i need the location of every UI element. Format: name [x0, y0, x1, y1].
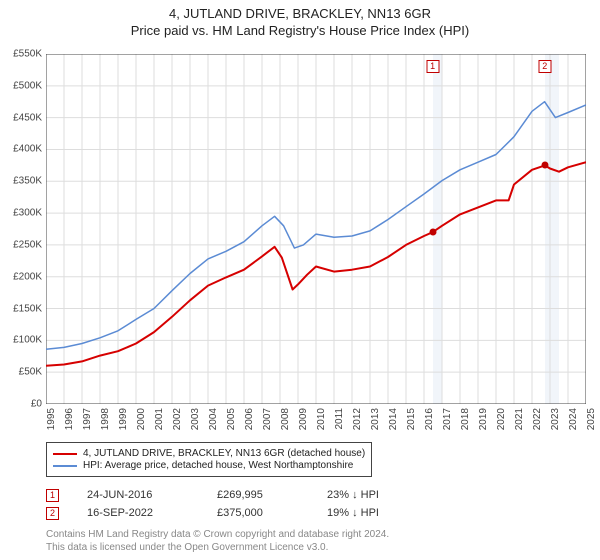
x-tick-label: 1997 — [82, 408, 93, 430]
transaction-marker: 2 — [46, 507, 59, 520]
x-tick-label: 2016 — [424, 408, 435, 430]
x-tick-label: 1998 — [100, 408, 111, 430]
transaction-row: 2 16-SEP-2022£375,00019% ↓ HPI — [46, 504, 447, 522]
marker-label: 2 — [538, 60, 551, 73]
x-tick-label: 2002 — [172, 408, 183, 430]
x-tick-label: 2023 — [550, 408, 561, 430]
legend-swatch — [53, 453, 77, 455]
x-tick-label: 2007 — [262, 408, 273, 430]
x-tick-label: 2004 — [208, 408, 219, 430]
x-tick-label: 2021 — [514, 408, 525, 430]
x-tick-label: 2003 — [190, 408, 201, 430]
x-tick-label: 2000 — [136, 408, 147, 430]
x-tick-label: 2006 — [244, 408, 255, 430]
x-tick-label: 2013 — [370, 408, 381, 430]
title-subtitle: Price paid vs. HM Land Registry's House … — [0, 23, 600, 38]
y-tick-label: £200K — [13, 271, 42, 282]
transaction-diff: 19% ↓ HPI — [327, 507, 447, 519]
transaction-price: £269,995 — [217, 489, 327, 501]
transaction-date: 16-SEP-2022 — [87, 507, 217, 519]
x-tick-label: 2010 — [316, 408, 327, 430]
x-tick-label: 2009 — [298, 408, 309, 430]
license-text: Contains HM Land Registry data © Crown c… — [46, 528, 389, 554]
transaction-date: 24-JUN-2016 — [87, 489, 217, 501]
y-tick-label: £150K — [13, 303, 42, 314]
plot-area: £0£50K£100K£150K£200K£250K£300K£350K£400… — [46, 54, 586, 404]
x-tick-label: 2020 — [496, 408, 507, 430]
marker-label: 1 — [426, 60, 439, 73]
title-address: 4, JUTLAND DRIVE, BRACKLEY, NN13 6GR — [0, 6, 600, 21]
marker-dot — [541, 162, 548, 169]
y-tick-label: £100K — [13, 335, 42, 346]
x-tick-label: 2008 — [280, 408, 291, 430]
transaction-price: £375,000 — [217, 507, 327, 519]
transaction-row: 1 24-JUN-2016£269,99523% ↓ HPI — [46, 486, 447, 504]
x-tick-label: 2012 — [352, 408, 363, 430]
transaction-table: 1 24-JUN-2016£269,99523% ↓ HPI 2 16-SEP-202… — [46, 486, 447, 522]
x-tick-label: 2014 — [388, 408, 399, 430]
x-tick-label: 1996 — [64, 408, 75, 430]
y-tick-label: £350K — [13, 176, 42, 187]
transaction-marker: 1 — [46, 489, 59, 502]
x-tick-label: 2019 — [478, 408, 489, 430]
legend-label: 4, JUTLAND DRIVE, BRACKLEY, NN13 6GR (de… — [83, 448, 365, 459]
x-tick-label: 2015 — [406, 408, 417, 430]
y-tick-label: £300K — [13, 208, 42, 219]
y-tick-label: £50K — [19, 367, 42, 378]
y-tick-label: £550K — [13, 49, 42, 60]
y-tick-label: £250K — [13, 239, 42, 250]
x-tick-label: 1995 — [46, 408, 57, 430]
marker-dot — [429, 229, 436, 236]
y-tick-label: £450K — [13, 112, 42, 123]
x-tick-label: 2001 — [154, 408, 165, 430]
x-tick-label: 1999 — [118, 408, 129, 430]
license-line1: Contains HM Land Registry data © Crown c… — [46, 528, 389, 541]
license-line2: This data is licensed under the Open Gov… — [46, 541, 389, 554]
y-tick-label: £400K — [13, 144, 42, 155]
chart-title: 4, JUTLAND DRIVE, BRACKLEY, NN13 6GR Pri… — [0, 0, 600, 38]
x-tick-label: 2022 — [532, 408, 543, 430]
legend-label: HPI: Average price, detached house, West… — [83, 460, 353, 471]
legend-row: 4, JUTLAND DRIVE, BRACKLEY, NN13 6GR (de… — [53, 448, 365, 459]
transaction-diff: 23% ↓ HPI — [327, 489, 447, 501]
chart-svg — [46, 54, 586, 404]
y-tick-label: £0 — [31, 399, 42, 410]
legend-row: HPI: Average price, detached house, West… — [53, 460, 365, 471]
legend-swatch — [53, 465, 77, 467]
x-tick-label: 2005 — [226, 408, 237, 430]
y-tick-label: £500K — [13, 80, 42, 91]
x-tick-label: 2011 — [334, 408, 345, 430]
x-tick-label: 2025 — [586, 408, 597, 430]
x-tick-label: 2018 — [460, 408, 471, 430]
x-tick-label: 2024 — [568, 408, 579, 430]
legend: 4, JUTLAND DRIVE, BRACKLEY, NN13 6GR (de… — [46, 442, 372, 477]
x-tick-label: 2017 — [442, 408, 453, 430]
